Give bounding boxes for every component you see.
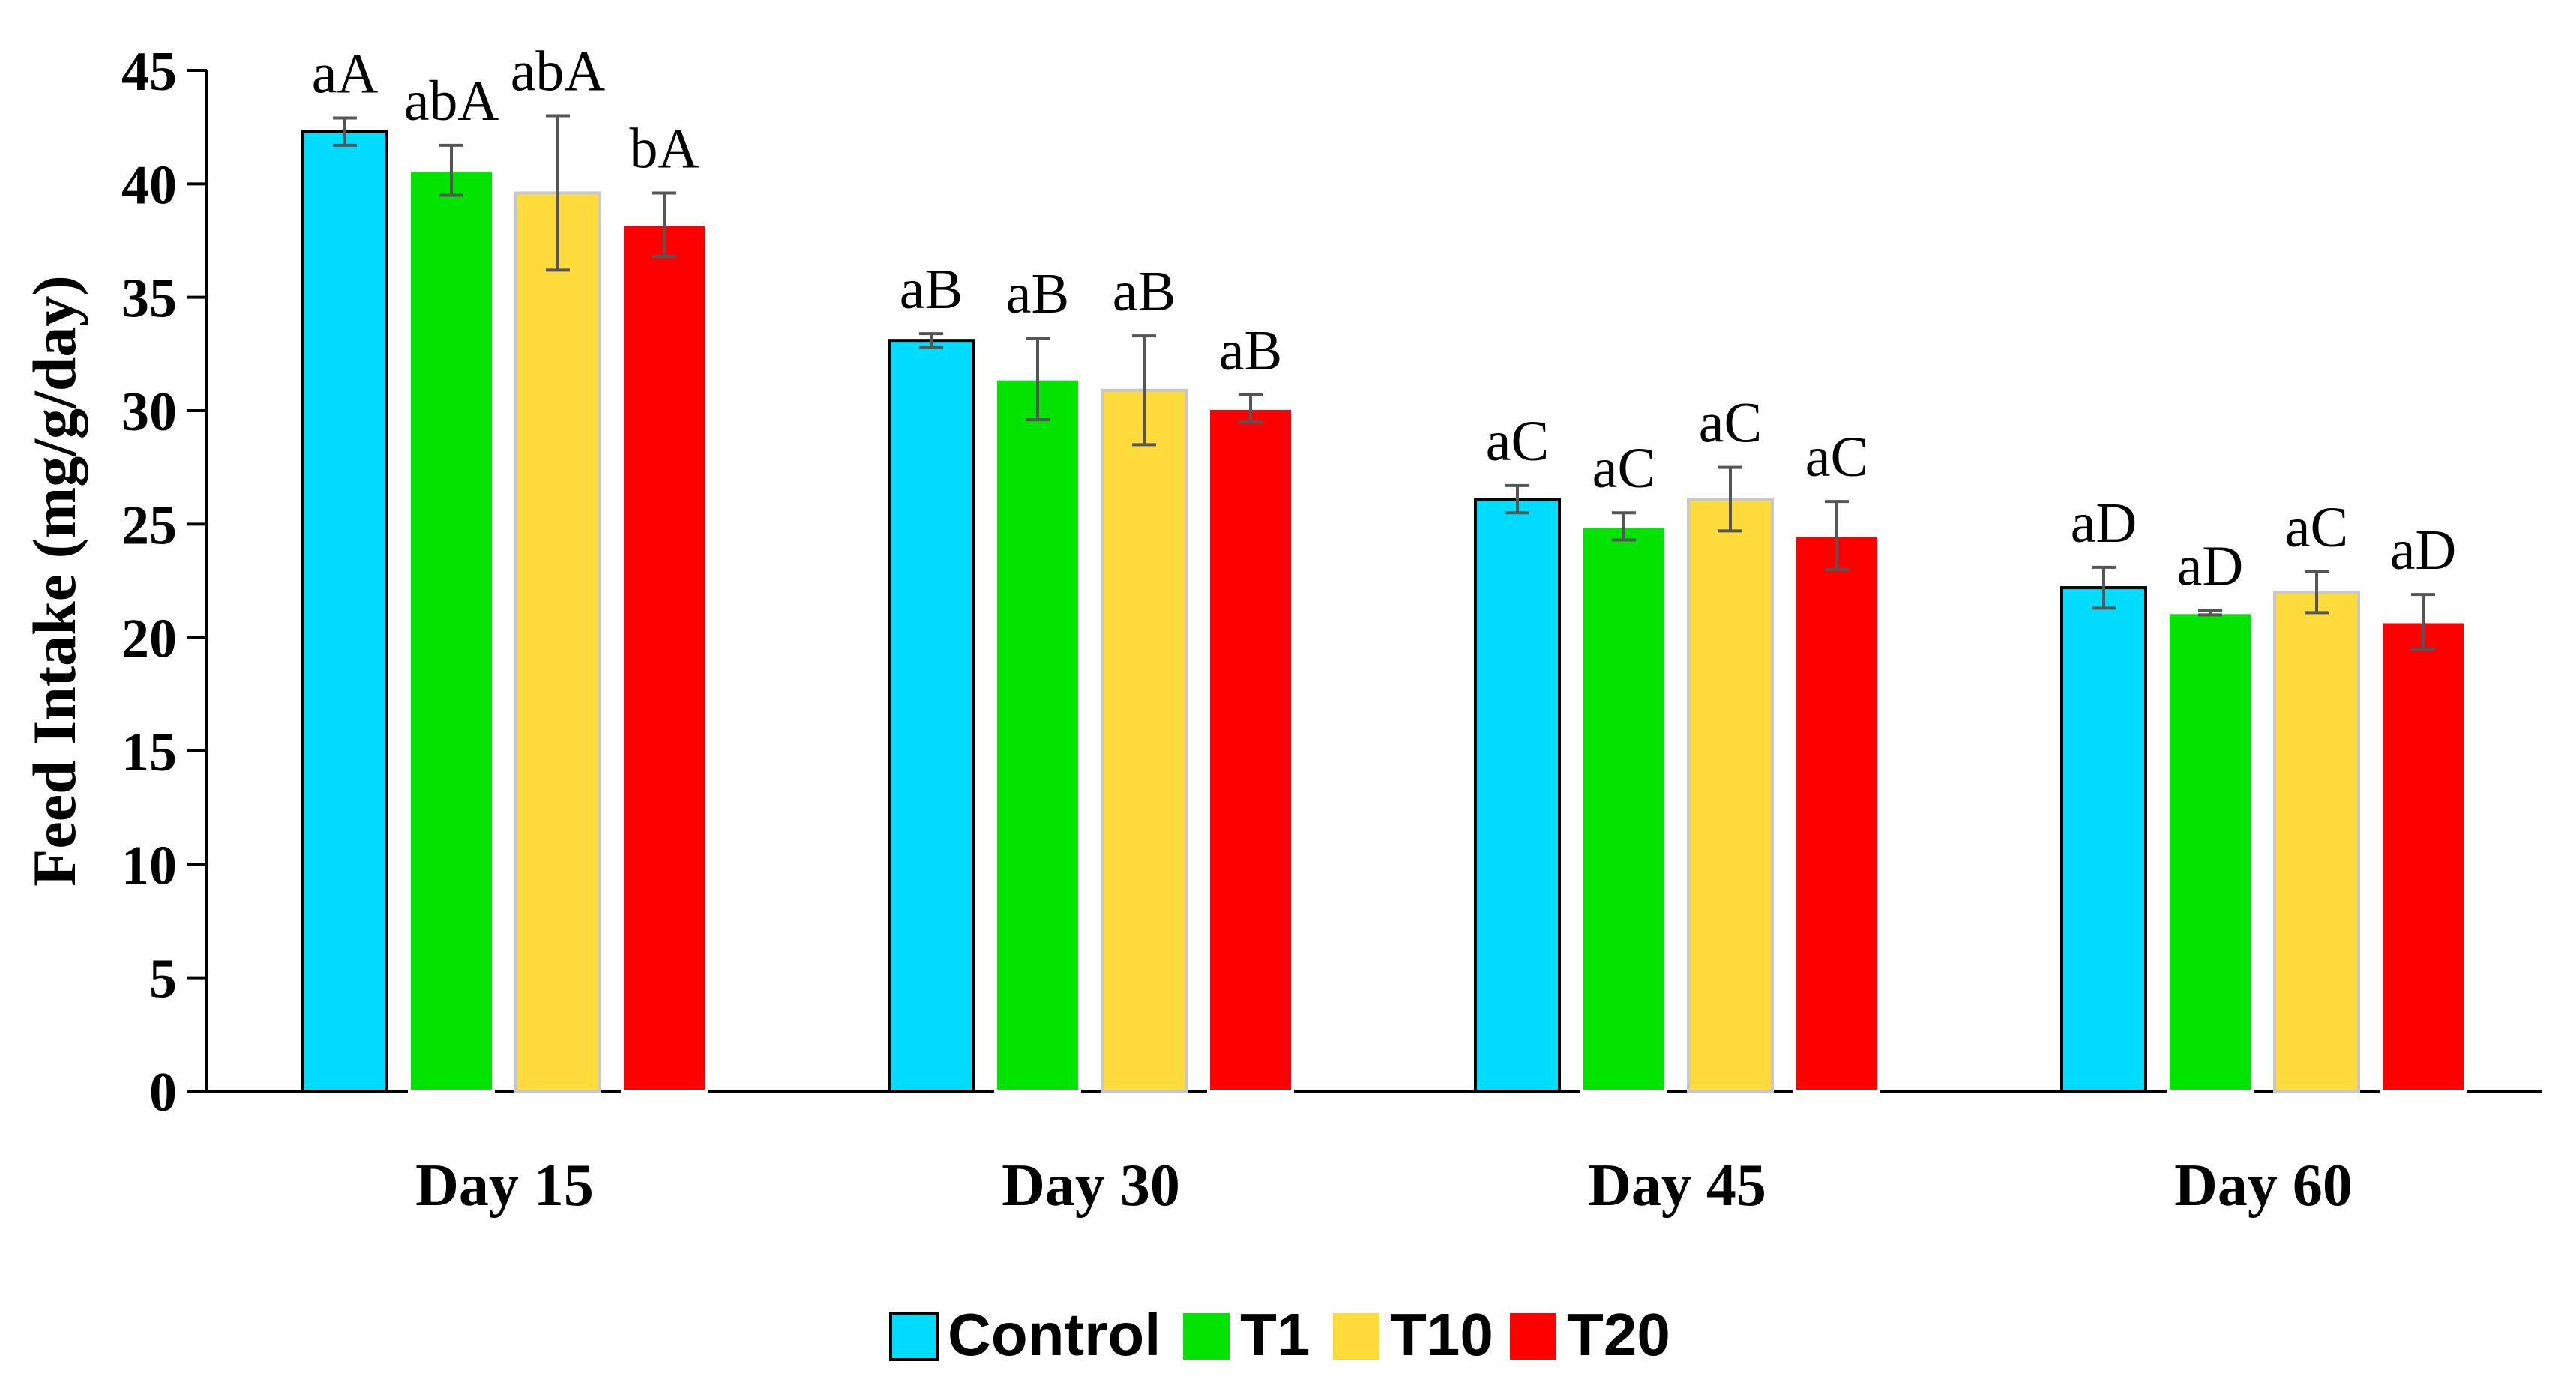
- bar-t10-day-30: [1101, 388, 1188, 1093]
- legend-label-control: Control: [948, 1301, 1161, 1368]
- y-tick-label: 0: [149, 1062, 177, 1123]
- y-tick-label: 35: [121, 268, 177, 330]
- significance-label: aC: [2285, 496, 2348, 559]
- y-tick-label: 10: [121, 835, 177, 896]
- y-tick-label: 40: [121, 154, 177, 216]
- legend-label-t1: T1: [1240, 1301, 1310, 1368]
- significance-label: aC: [1592, 437, 1655, 500]
- y-tick-label: 45: [121, 41, 177, 103]
- bar-t10-day-60: [2273, 591, 2360, 1093]
- legend-label-t20: T20: [1567, 1301, 1670, 1368]
- bar-t10-day-45: [1687, 498, 1774, 1093]
- legend: Control T1 T10 T20: [889, 1301, 1670, 1368]
- bar-t20-day-60: [2380, 620, 2467, 1093]
- significance-label: aC: [1699, 392, 1762, 455]
- bar-t1-day-30: [994, 377, 1081, 1093]
- significance-label: aC: [1486, 410, 1549, 473]
- y-tick-label: 30: [121, 381, 177, 443]
- x-category-label: Day 60: [2174, 1153, 2353, 1219]
- significance-label: aD: [2177, 534, 2244, 597]
- bars: aA abA abA bA aB aB aB aB aC aC aC aC aD aD aC aD: [301, 40, 2467, 1093]
- bar-t1-day-60: [2167, 611, 2254, 1093]
- significance-label: aB: [1219, 319, 1282, 382]
- y-axis-label: Feed Intake (mg/g/day): [20, 275, 88, 886]
- bar-t20-day-45: [1793, 534, 1880, 1093]
- bar-control-day-60: [2060, 586, 2147, 1093]
- significance-label: aB: [900, 258, 963, 321]
- bar-t10-day-15: [514, 191, 601, 1093]
- significance-label: bA: [630, 117, 699, 180]
- y-tick-label: 20: [121, 609, 177, 670]
- legend-label-t10: T10: [1390, 1301, 1493, 1368]
- bar-control-day-45: [1474, 498, 1561, 1093]
- bar-control-day-15: [301, 130, 388, 1093]
- legend-swatch-control: [889, 1312, 939, 1361]
- significance-label: aC: [1805, 426, 1868, 489]
- bar-t20-day-15: [621, 223, 708, 1093]
- significance-label: abA: [404, 70, 499, 133]
- y-tick-label: 15: [121, 722, 177, 783]
- bar-t20-day-30: [1207, 406, 1294, 1093]
- y-tick-label: 25: [121, 495, 177, 556]
- legend-swatch-t10: [1333, 1313, 1379, 1360]
- significance-label: aB: [1113, 260, 1176, 323]
- legend-swatch-t1: [1183, 1313, 1230, 1360]
- significance-label: aD: [2071, 492, 2137, 555]
- significance-label: abA: [511, 40, 606, 103]
- legend-swatch-t20: [1510, 1313, 1556, 1360]
- x-category-label: Day 15: [415, 1153, 594, 1219]
- x-category-label: Day 30: [1002, 1153, 1180, 1219]
- x-category-label: Day 45: [1588, 1153, 1766, 1219]
- significance-label: aA: [312, 43, 379, 106]
- x-axis-categories: Day 15 Day 30 Day 45 Day 60: [415, 1153, 2353, 1219]
- y-axis-ticks: 0 5 10 15 20 25 30 35 40 45: [121, 41, 207, 1123]
- bar-control-day-30: [888, 339, 975, 1093]
- significance-label: aD: [2390, 519, 2457, 582]
- bar-t1-day-15: [408, 169, 495, 1093]
- bar-t1-day-45: [1580, 525, 1667, 1093]
- y-tick-label: 5: [149, 949, 177, 1010]
- significance-label: aB: [1006, 262, 1069, 325]
